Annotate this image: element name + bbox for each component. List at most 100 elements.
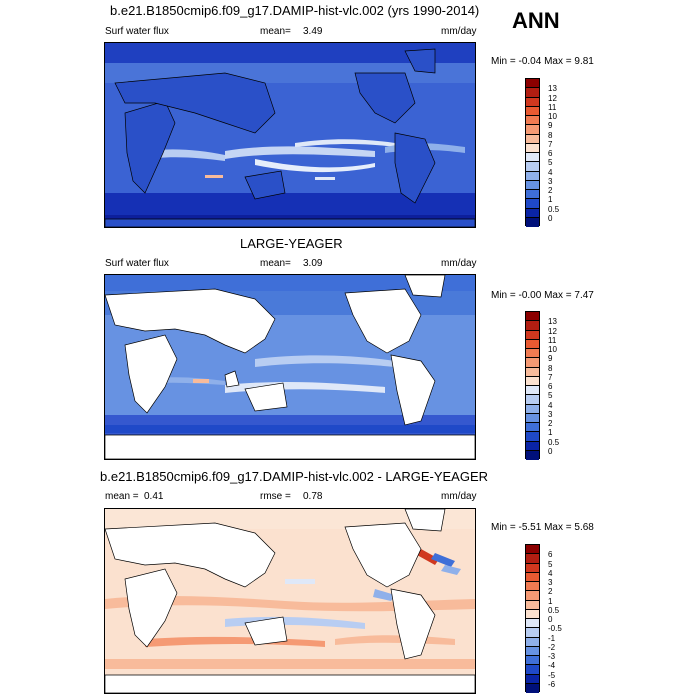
panel2-variable-label: Surf water flux bbox=[105, 258, 169, 269]
colorbar-tick-label: 9 bbox=[548, 121, 553, 131]
colorbar-swatch bbox=[526, 106, 539, 116]
colorbar-swatch bbox=[526, 683, 539, 693]
colorbar-tick-label: 1 bbox=[548, 195, 553, 205]
colorbar-tick-label: 11 bbox=[548, 335, 557, 345]
colorbar-swatch bbox=[526, 367, 539, 377]
colorbar-tick-label: 3 bbox=[548, 409, 553, 419]
panel3-colorbar bbox=[525, 544, 540, 693]
colorbar-swatch bbox=[526, 180, 539, 190]
colorbar-swatch bbox=[526, 628, 539, 638]
colorbar-tick-label: 0.5 bbox=[548, 605, 560, 615]
colorbar-swatch bbox=[526, 441, 539, 451]
colorbar-swatch bbox=[526, 88, 539, 98]
panel3-colorbar-labels: 6 5 4 3 2 1 0.5 0 -0.5 -1 -2 -3 -4 -5 -6 bbox=[548, 546, 588, 694]
colorbar-tick-label: 8 bbox=[548, 363, 553, 373]
panel3-mean-value: 0.41 bbox=[144, 491, 164, 502]
colorbar-swatch bbox=[526, 217, 539, 227]
panel3-map-svg bbox=[105, 509, 475, 693]
colorbar-tick-label: 13 bbox=[548, 84, 557, 94]
colorbar-tick-label: 7 bbox=[548, 372, 553, 382]
colorbar-swatch bbox=[526, 386, 539, 396]
panel2-mean-value: 3.09 bbox=[303, 258, 323, 269]
colorbar-swatch bbox=[526, 321, 539, 331]
colorbar-tick-label: 1 bbox=[548, 596, 553, 606]
panel2-title: LARGE-YEAGER bbox=[240, 236, 343, 251]
colorbar-swatch bbox=[526, 339, 539, 349]
season-label: ANN bbox=[512, 8, 560, 33]
colorbar-tick-label: 3 bbox=[548, 176, 553, 186]
colorbar-swatch bbox=[526, 572, 539, 582]
colorbar-swatch bbox=[526, 162, 539, 172]
panel2-minmax: Min = -0.00 Max = 7.47 bbox=[491, 290, 594, 301]
colorbar-swatch bbox=[526, 545, 539, 555]
colorbar-swatch bbox=[526, 199, 539, 209]
panel1-minmax: Min = -0.04 Max = 9.81 bbox=[491, 56, 594, 67]
colorbar-swatch bbox=[526, 171, 539, 181]
colorbar-tick-label: 9 bbox=[548, 354, 553, 364]
panel1-colorbar-labels: 13 12 11 10 9 8 7 6 5 4 3 2 1 0.5 0 bbox=[548, 80, 588, 228]
colorbar-swatch bbox=[526, 554, 539, 564]
colorbar-swatch bbox=[526, 582, 539, 592]
colorbar-tick-label: 0 bbox=[548, 446, 553, 456]
panel2-map bbox=[104, 274, 476, 460]
colorbar-swatch bbox=[526, 637, 539, 647]
colorbar-swatch bbox=[526, 656, 539, 666]
colorbar-tick-label: 11 bbox=[548, 102, 557, 112]
colorbar-swatch bbox=[526, 432, 539, 442]
colorbar-swatch bbox=[526, 600, 539, 610]
panel1-variable-label: Surf water flux bbox=[105, 26, 169, 37]
panel1-colorbar bbox=[525, 78, 540, 227]
colorbar-tick-label: 0.5 bbox=[548, 204, 560, 214]
colorbar-tick-label: 2 bbox=[548, 186, 553, 195]
colorbar-swatch bbox=[526, 450, 539, 460]
colorbar-tick-label: -1 bbox=[548, 633, 556, 643]
colorbar-tick-label: 6 bbox=[548, 149, 553, 158]
colorbar-swatch bbox=[526, 591, 539, 601]
panel1-units: mm/day bbox=[441, 26, 477, 37]
colorbar-swatch bbox=[526, 116, 539, 126]
colorbar-swatch bbox=[526, 423, 539, 433]
colorbar-swatch bbox=[526, 395, 539, 405]
colorbar-swatch bbox=[526, 609, 539, 619]
colorbar-tick-label: 5 bbox=[548, 559, 553, 569]
colorbar-swatch bbox=[526, 665, 539, 675]
colorbar-tick-label: 0 bbox=[548, 213, 553, 223]
colorbar-swatch bbox=[526, 619, 539, 629]
colorbar-tick-label: 4 bbox=[548, 568, 553, 578]
colorbar-swatch bbox=[526, 134, 539, 144]
panel2-colorbar-labels: 13 12 11 10 9 8 7 6 5 4 3 2 1 0.5 0 bbox=[548, 313, 588, 461]
panel1-mean-label: mean= bbox=[260, 26, 291, 37]
panel3-rmse-value: 0.78 bbox=[303, 491, 323, 502]
colorbar-tick-label: 10 bbox=[548, 345, 557, 354]
colorbar-tick-label: 12 bbox=[548, 326, 557, 336]
panel1-title: b.e21.B1850cmip6.f09_g17.DAMIP-hist-vlc.… bbox=[110, 3, 480, 18]
colorbar-tick-label: -0.5 bbox=[548, 624, 562, 634]
panel1-map bbox=[104, 42, 476, 228]
colorbar-tick-label: 6 bbox=[548, 382, 553, 391]
colorbar-tick-label: 7 bbox=[548, 139, 553, 149]
colorbar-tick-label: 5 bbox=[548, 391, 553, 401]
colorbar-tick-label: -2 bbox=[548, 642, 556, 652]
colorbar-swatch bbox=[526, 153, 539, 163]
panel2-map-svg bbox=[105, 275, 475, 459]
colorbar-tick-label: 6 bbox=[548, 550, 553, 560]
colorbar-swatch bbox=[526, 208, 539, 218]
colorbar-swatch bbox=[526, 413, 539, 423]
panel3-mean-label: mean = bbox=[105, 491, 139, 502]
colorbar-swatch bbox=[526, 563, 539, 573]
colorbar-tick-label: 0 bbox=[548, 615, 553, 624]
panel3-map bbox=[104, 508, 476, 694]
colorbar-tick-label: 4 bbox=[548, 400, 553, 410]
colorbar-tick-label: 2 bbox=[548, 587, 553, 597]
colorbar-tick-label: 10 bbox=[548, 112, 557, 121]
colorbar-swatch bbox=[526, 646, 539, 656]
colorbar-swatch bbox=[526, 190, 539, 200]
panel3-rmse-label: rmse = bbox=[260, 491, 291, 502]
colorbar-tick-label: 8 bbox=[548, 130, 553, 140]
colorbar-tick-label: -4 bbox=[548, 661, 556, 671]
panel1-mean-value: 3.49 bbox=[303, 26, 323, 37]
colorbar-swatch bbox=[526, 376, 539, 386]
colorbar-swatch bbox=[526, 358, 539, 368]
colorbar-tick-label: -5 bbox=[548, 670, 556, 680]
colorbar-swatch bbox=[526, 79, 539, 89]
